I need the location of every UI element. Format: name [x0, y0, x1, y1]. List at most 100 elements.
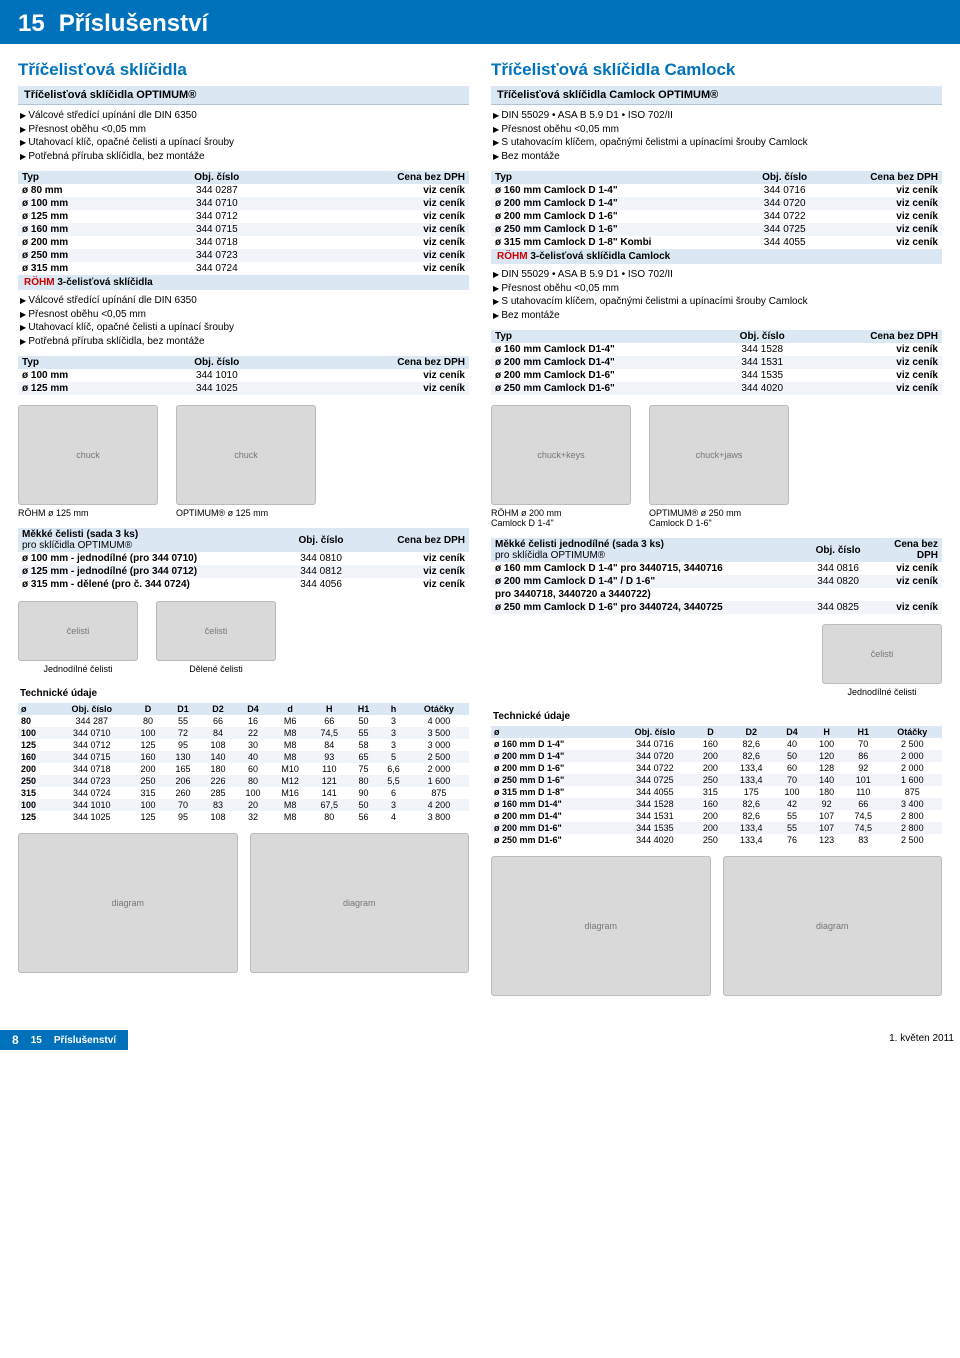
table-row: 315344 0724315260285100M16141906875 [18, 787, 469, 799]
left-box-title: Tříčelisťová sklíčidla OPTIMUM® [18, 86, 469, 105]
tech-title: Technické údaje [491, 707, 942, 726]
table-row: ø 80 mm344 0287viz ceník [18, 184, 469, 197]
caption: Dělené čelisti [156, 664, 276, 674]
table-row: ø 200 mm D1-6"344 1535200133,45510774,52… [491, 822, 942, 834]
tech-diagram: diagram [723, 856, 943, 996]
footer-title: Příslušenství [54, 1035, 116, 1046]
table-row: ø 100 mm344 1010viz ceník [18, 369, 469, 382]
table-row: ø 250 mm344 0723viz ceník [18, 249, 469, 262]
bullet: DIN 55029 • ASA B 5.9 D1 • ISO 702/II [493, 268, 940, 282]
table-row: ø 200 mm D 1-4"344 072020082,650120862 0… [491, 750, 942, 762]
table-row: ø 160 mm D 1-4"344 071616082,640100702 5… [491, 738, 942, 750]
bullet: Přesnost oběhu <0,05 mm [493, 282, 940, 296]
left-soft-table: Měkké čelisti (sada 3 ks)pro sklíčidla O… [18, 528, 469, 591]
table-row: ø 125 mm - jednodílné (pro 344 0712)344 … [18, 565, 469, 578]
jaw-image: čelisti [18, 601, 138, 661]
left-title: Tříčelisťová sklíčidla [18, 60, 469, 80]
table-row: ø 200 mm Camlock D 1-4"344 0720viz ceník [491, 197, 942, 210]
table-row: 200344 071820016518060M10110756,62 000 [18, 763, 469, 775]
table-row: ø 160 mm Camlock D1-4"344 1528viz ceník [491, 343, 942, 356]
table-row: ø 160 mm Camlock D 1-4"344 0716viz ceník [491, 184, 942, 197]
table-row: 125344 10251259510832M8805643 800 [18, 811, 469, 823]
left-tech-table: øObj. čísloDD1D2D4dHH1hOtáčky 80344 2878… [18, 703, 469, 823]
table-row: 160344 071516013014040M8936552 500 [18, 751, 469, 763]
bullet: Válcové středící upínání dle DIN 6350 [20, 294, 467, 308]
table-row: 100344 0710100728422M874,55533 500 [18, 727, 469, 739]
tech-title: Technické údaje [18, 684, 469, 703]
jaw-image: čelisti [156, 601, 276, 661]
bullet: Přesnost oběhu <0,05 mm [493, 123, 940, 137]
product-image: chuck [18, 405, 158, 505]
tech-diagram: diagram [250, 833, 470, 973]
footer-date: 1. květen 2011 [883, 1030, 960, 1050]
caption: OPTIMUM® ø 250 mm Camlock D 1-6" [649, 508, 789, 528]
table-row: ø 200 mm Camlock D1-4"344 1531viz ceník [491, 356, 942, 369]
bullet: Utahovací klíč, opačné čelisti a upínací… [20, 321, 467, 335]
right-sub-title: RÖHM 3-čelisťová sklíčidla Camlock [491, 249, 942, 264]
table-row: ø 200 mm D1-4"344 153120082,65510774,52 … [491, 810, 942, 822]
table-row: pro 3440718, 3440720 a 3440722) [491, 588, 942, 601]
table-row: ø 200 mm D 1-6"344 0722200133,460128922 … [491, 762, 942, 774]
bullet: Bez montáže [493, 309, 940, 323]
product-image: chuck+jaws [649, 405, 789, 505]
table-row: ø 315 mm Camlock D 1-8" Kombi344 4055viz… [491, 236, 942, 249]
right-sub-bullets: DIN 55029 • ASA B 5.9 D1 • ISO 702/II Př… [491, 264, 942, 330]
footer-chapter-num: 15 [31, 1035, 42, 1046]
table-row: 125344 07121259510830M8845833 000 [18, 739, 469, 751]
table-row: ø 160 mm344 0715viz ceník [18, 223, 469, 236]
right-tech-table: øObj. čísloDD2D4HH1Otáčky ø 160 mm D 1-4… [491, 726, 942, 846]
product-image: chuck [176, 405, 316, 505]
th-obj: Obj. číslo [151, 171, 282, 184]
bullet: Válcové středící upínání dle DIN 6350 [20, 109, 467, 123]
right-box-title: Tříčelisťová sklíčidla Camlock OPTIMUM® [491, 86, 942, 105]
table-row: 100344 1010100708320M867,55034 200 [18, 799, 469, 811]
bullet: Potřebná příruba sklíčidla, bez montáže [20, 335, 467, 349]
table-row: ø 315 mm D 1-8"344 405531517510018011087… [491, 786, 942, 798]
bullet: Utahovací klíč, opačné čelisti a upínací… [20, 136, 467, 150]
left-bullets: Válcové středící upínání dle DIN 6350 Př… [18, 105, 469, 171]
table-row: ø 250 mm Camlock D 1-6"344 0725viz ceník [491, 223, 942, 236]
page-footer: 8 15 Příslušenství 1. květen 2011 [0, 1030, 960, 1050]
table-row: 80344 28780556616M6665034 000 [18, 715, 469, 727]
left-sub-table: Typ Obj. číslo Cena bez DPH ø 100 mm344 … [18, 356, 469, 395]
chapter-title: Příslušenství [59, 10, 208, 38]
bullet: Přesnost oběhu <0,05 mm [20, 123, 467, 137]
page-number: 8 [12, 1033, 19, 1047]
tech-diagram: diagram [18, 833, 238, 973]
caption: OPTIMUM® ø 125 mm [176, 508, 316, 518]
bullet: Bez montáže [493, 150, 940, 164]
table-row: ø 250 mm D 1-6"344 0725250133,4701401011… [491, 774, 942, 786]
caption: RÖHM ø 200 mm Camlock D 1-4" [491, 508, 631, 528]
caption: Jednodílné čelisti [822, 687, 942, 697]
page-header: 15 Příslušenství [0, 4, 960, 44]
caption: Jednodílné čelisti [18, 664, 138, 674]
chapter-number: 15 [18, 10, 45, 38]
right-bullets: DIN 55029 • ASA B 5.9 D1 • ISO 702/II Př… [491, 105, 942, 171]
right-soft-table: Měkké čelisti jednodílné (sada 3 ks)pro … [491, 538, 942, 614]
table-row: ø 315 mm344 0724viz ceník [18, 262, 469, 275]
table-row: ø 200 mm344 0718viz ceník [18, 236, 469, 249]
table-row: ø 100 mm - jednodílné (pro 344 0710)344 … [18, 552, 469, 565]
jaw-image: čelisti [822, 624, 942, 684]
left-sub-title: RÖHM 3-čelisťová sklíčidla [18, 275, 469, 290]
table-row: ø 315 mm - dělené (pro č. 344 0724)344 4… [18, 578, 469, 591]
table-row: ø 160 mm Camlock D 1-4" pro 3440715, 344… [491, 562, 942, 575]
right-sub-table: Typ Obj. číslo Cena bez DPH ø 160 mm Cam… [491, 330, 942, 395]
table-row: ø 250 mm D1-6"344 4020250133,476123832 5… [491, 834, 942, 846]
product-image: chuck+keys [491, 405, 631, 505]
table-row: ø 250 mm Camlock D1-6"344 4020viz ceník [491, 382, 942, 395]
table-row: 250344 072325020622680M12121805,51 600 [18, 775, 469, 787]
bullet: S utahovacím klíčem, opačnými čelistmi a… [493, 295, 940, 309]
bullet: S utahovacím klíčem, opačnými čelistmi a… [493, 136, 940, 150]
th-typ: Typ [18, 171, 151, 184]
table-row: ø 125 mm344 0712viz ceník [18, 210, 469, 223]
table-row: ø 160 mm D1-4"344 152816082,64292663 400 [491, 798, 942, 810]
table-row: ø 200 mm Camlock D 1-6"344 0722viz ceník [491, 210, 942, 223]
right-title: Tříčelisťová sklíčidla Camlock [491, 60, 942, 80]
left-sub-bullets: Válcové středící upínání dle DIN 6350 Př… [18, 290, 469, 356]
caption: RÖHM ø 125 mm [18, 508, 158, 518]
left-column: Tříčelisťová sklíčidla Tříčelisťová sklí… [18, 58, 469, 1006]
table-row: ø 250 mm Camlock D 1-6" pro 3440724, 344… [491, 601, 942, 614]
th-cena: Cena bez DPH [282, 171, 469, 184]
soft-title: Měkké čelisti jednodílné (sada 3 ks)pro … [491, 538, 803, 562]
